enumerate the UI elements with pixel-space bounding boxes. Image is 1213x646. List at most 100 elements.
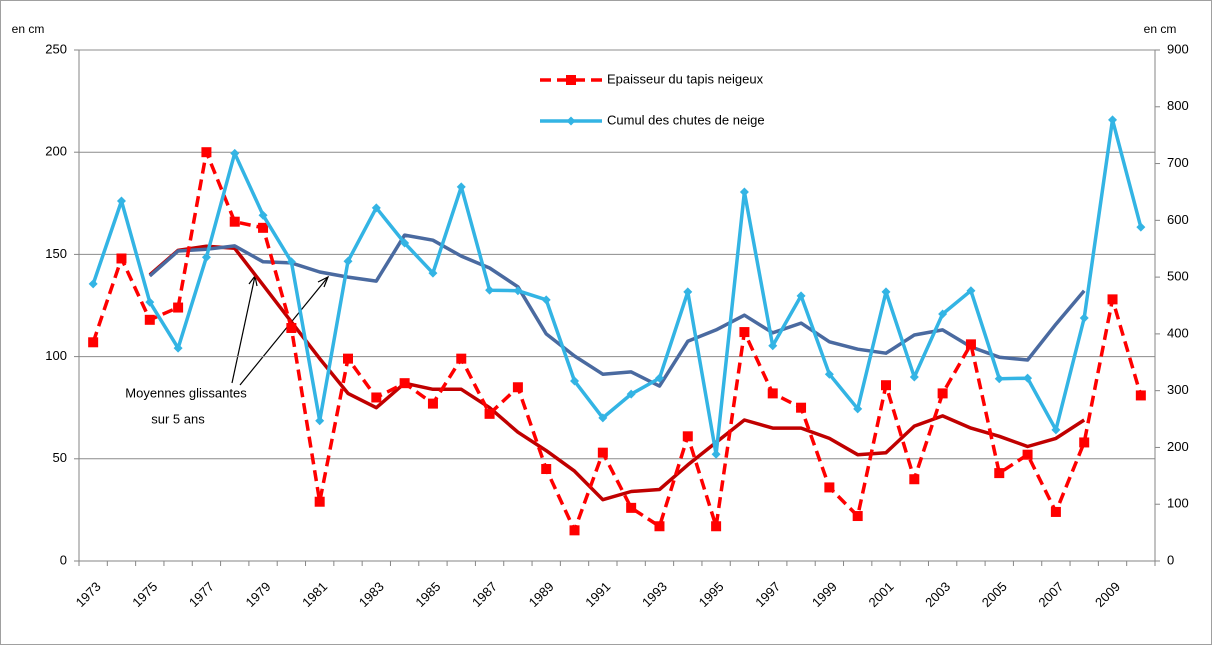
y2-tick-label: 0 <box>1167 552 1174 567</box>
marker <box>1079 313 1089 323</box>
y-tick-label: 50 <box>53 450 67 465</box>
marker <box>229 216 240 227</box>
marker <box>541 295 551 305</box>
marker <box>371 392 382 403</box>
marker <box>994 468 1005 479</box>
marker <box>994 374 1004 384</box>
marker <box>711 449 721 459</box>
marker <box>626 502 637 513</box>
marker <box>201 147 212 158</box>
legend-label: Cumul des chutes de neige <box>607 112 765 127</box>
marker <box>853 404 863 414</box>
annotation-arrow <box>231 275 256 384</box>
y2-tick-label: 100 <box>1167 496 1189 511</box>
marker <box>1051 425 1061 435</box>
marker <box>314 496 325 507</box>
marker <box>824 369 834 379</box>
marker <box>258 222 269 233</box>
series <box>148 233 1086 388</box>
marker <box>654 373 664 383</box>
marker <box>1107 294 1118 305</box>
marker <box>852 511 863 522</box>
annotation-text: sur 5 ans <box>151 411 205 426</box>
series-line <box>91 118 1143 457</box>
y2-tick-label: 400 <box>1167 325 1189 340</box>
annotation: Moyennes glissantes sur 5 ans <box>125 274 330 426</box>
marker <box>399 378 410 389</box>
marker <box>484 408 495 419</box>
marker <box>938 309 948 319</box>
marker <box>881 380 891 391</box>
marker <box>116 253 127 264</box>
marker <box>144 314 155 325</box>
y-tick-label: 250 <box>45 41 67 56</box>
marker <box>88 337 99 348</box>
marker <box>626 389 636 399</box>
marker <box>909 474 920 485</box>
marker <box>230 148 240 158</box>
marker <box>1023 373 1033 383</box>
marker <box>201 252 211 262</box>
marker <box>541 464 552 475</box>
marker <box>343 353 353 364</box>
y2-tick-label: 800 <box>1167 98 1189 113</box>
marker <box>456 182 466 192</box>
marker <box>767 388 778 399</box>
marker <box>428 268 438 278</box>
y-axis-label: en cm <box>12 22 45 36</box>
marker <box>598 413 608 423</box>
y2-tick-label: 600 <box>1167 212 1189 227</box>
marker <box>966 286 976 296</box>
marker <box>173 343 183 353</box>
marker <box>400 238 410 248</box>
annotation-arrowhead <box>317 275 330 288</box>
marker <box>1108 115 1118 125</box>
marker <box>88 279 98 289</box>
series-line <box>91 150 1143 533</box>
legend: Epaisseur du tapis neigeux Cumul des chut… <box>540 71 765 127</box>
marker <box>1136 222 1146 232</box>
marker <box>456 353 467 364</box>
marker <box>965 339 976 350</box>
series <box>88 115 1146 459</box>
marker <box>824 482 835 493</box>
marker <box>512 382 523 393</box>
marker <box>513 286 523 296</box>
marker <box>881 287 891 297</box>
marker <box>597 447 608 458</box>
annotation-arrow <box>239 276 329 386</box>
marker <box>427 398 438 409</box>
marker <box>796 402 807 413</box>
marker <box>768 341 778 351</box>
marker <box>286 257 296 267</box>
marker <box>116 196 126 206</box>
marker <box>1022 449 1033 460</box>
legend-label: Epaisseur du tapis neigeux <box>607 71 764 86</box>
y-tick-label: 150 <box>45 246 67 261</box>
marker <box>286 322 297 333</box>
marker <box>1135 390 1146 401</box>
marker <box>371 203 381 213</box>
y2-tick-label: 500 <box>1167 269 1189 284</box>
y-tick-label: 200 <box>45 144 67 159</box>
y2-tick-label: 300 <box>1167 382 1189 397</box>
marker <box>937 388 948 399</box>
y2-axis-label: en cm <box>1144 22 1177 36</box>
marker <box>570 376 580 386</box>
y2-tick-label: 700 <box>1167 155 1189 170</box>
annotation-text: Moyennes glissantes <box>125 385 247 400</box>
marker <box>739 327 750 338</box>
series <box>88 147 1146 536</box>
marker <box>1050 506 1061 517</box>
y2-tick-label: 900 <box>1167 41 1189 56</box>
marker <box>682 431 693 442</box>
marker <box>173 302 184 313</box>
y2-tick-label: 200 <box>1167 439 1189 454</box>
marker <box>569 525 580 536</box>
legend-marker <box>566 75 576 85</box>
series-line <box>148 233 1086 388</box>
marker <box>796 291 806 301</box>
marker <box>258 210 268 220</box>
